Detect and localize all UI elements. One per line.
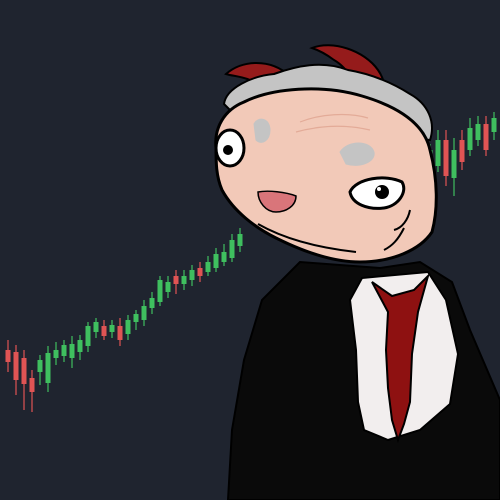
candle-up	[165, 282, 171, 292]
forehead-wrinkle	[295, 125, 371, 133]
candle-up	[435, 140, 441, 166]
candle-up	[475, 124, 481, 140]
bald-head	[214, 87, 438, 264]
left-pupil	[223, 145, 233, 155]
candle-up	[237, 234, 243, 246]
candle-down	[483, 124, 489, 150]
candle-down	[5, 350, 11, 362]
candle-up	[53, 350, 59, 358]
cartoon-businessman	[214, 44, 500, 500]
candle-up	[221, 252, 227, 262]
forehead-wrinkle	[299, 113, 369, 123]
candle-up	[149, 298, 155, 308]
candle-up	[37, 360, 43, 372]
hair-tuft	[253, 118, 271, 143]
candle-down	[13, 352, 19, 380]
candle-up	[133, 314, 139, 322]
candle-up	[451, 150, 457, 178]
candle-down	[21, 358, 27, 384]
candle-down	[101, 326, 107, 336]
right-pupil	[375, 185, 389, 199]
candle-up	[467, 128, 473, 150]
candle-down	[117, 326, 123, 340]
candle-up	[213, 254, 219, 268]
eye-glint	[377, 187, 381, 191]
candle-up	[157, 280, 163, 302]
candle-up	[229, 240, 235, 258]
candle-up	[491, 118, 497, 132]
candle-down	[443, 140, 449, 176]
smirk	[393, 209, 411, 231]
candle-up	[61, 345, 67, 356]
candle-up	[109, 325, 115, 332]
candle-up	[181, 276, 187, 284]
candlestick-chart	[5, 112, 497, 412]
candle-down	[173, 276, 179, 284]
candle-up	[189, 270, 195, 280]
red-tie	[371, 272, 430, 444]
candle-up	[141, 306, 147, 320]
chin-shadow	[257, 223, 357, 253]
jaw-line	[383, 227, 405, 251]
grey-hair	[222, 63, 433, 142]
small-mouth	[257, 190, 297, 213]
candle-up	[45, 353, 51, 383]
candle-down	[29, 378, 35, 392]
hair-tuft	[339, 142, 375, 166]
candle-up	[85, 326, 91, 346]
candle-up	[205, 262, 211, 272]
candle-down	[459, 140, 465, 162]
candle-up	[69, 344, 75, 358]
candle-up	[77, 340, 83, 352]
candle-down	[197, 268, 203, 276]
candle-up	[125, 320, 131, 334]
candle-up	[93, 322, 99, 332]
